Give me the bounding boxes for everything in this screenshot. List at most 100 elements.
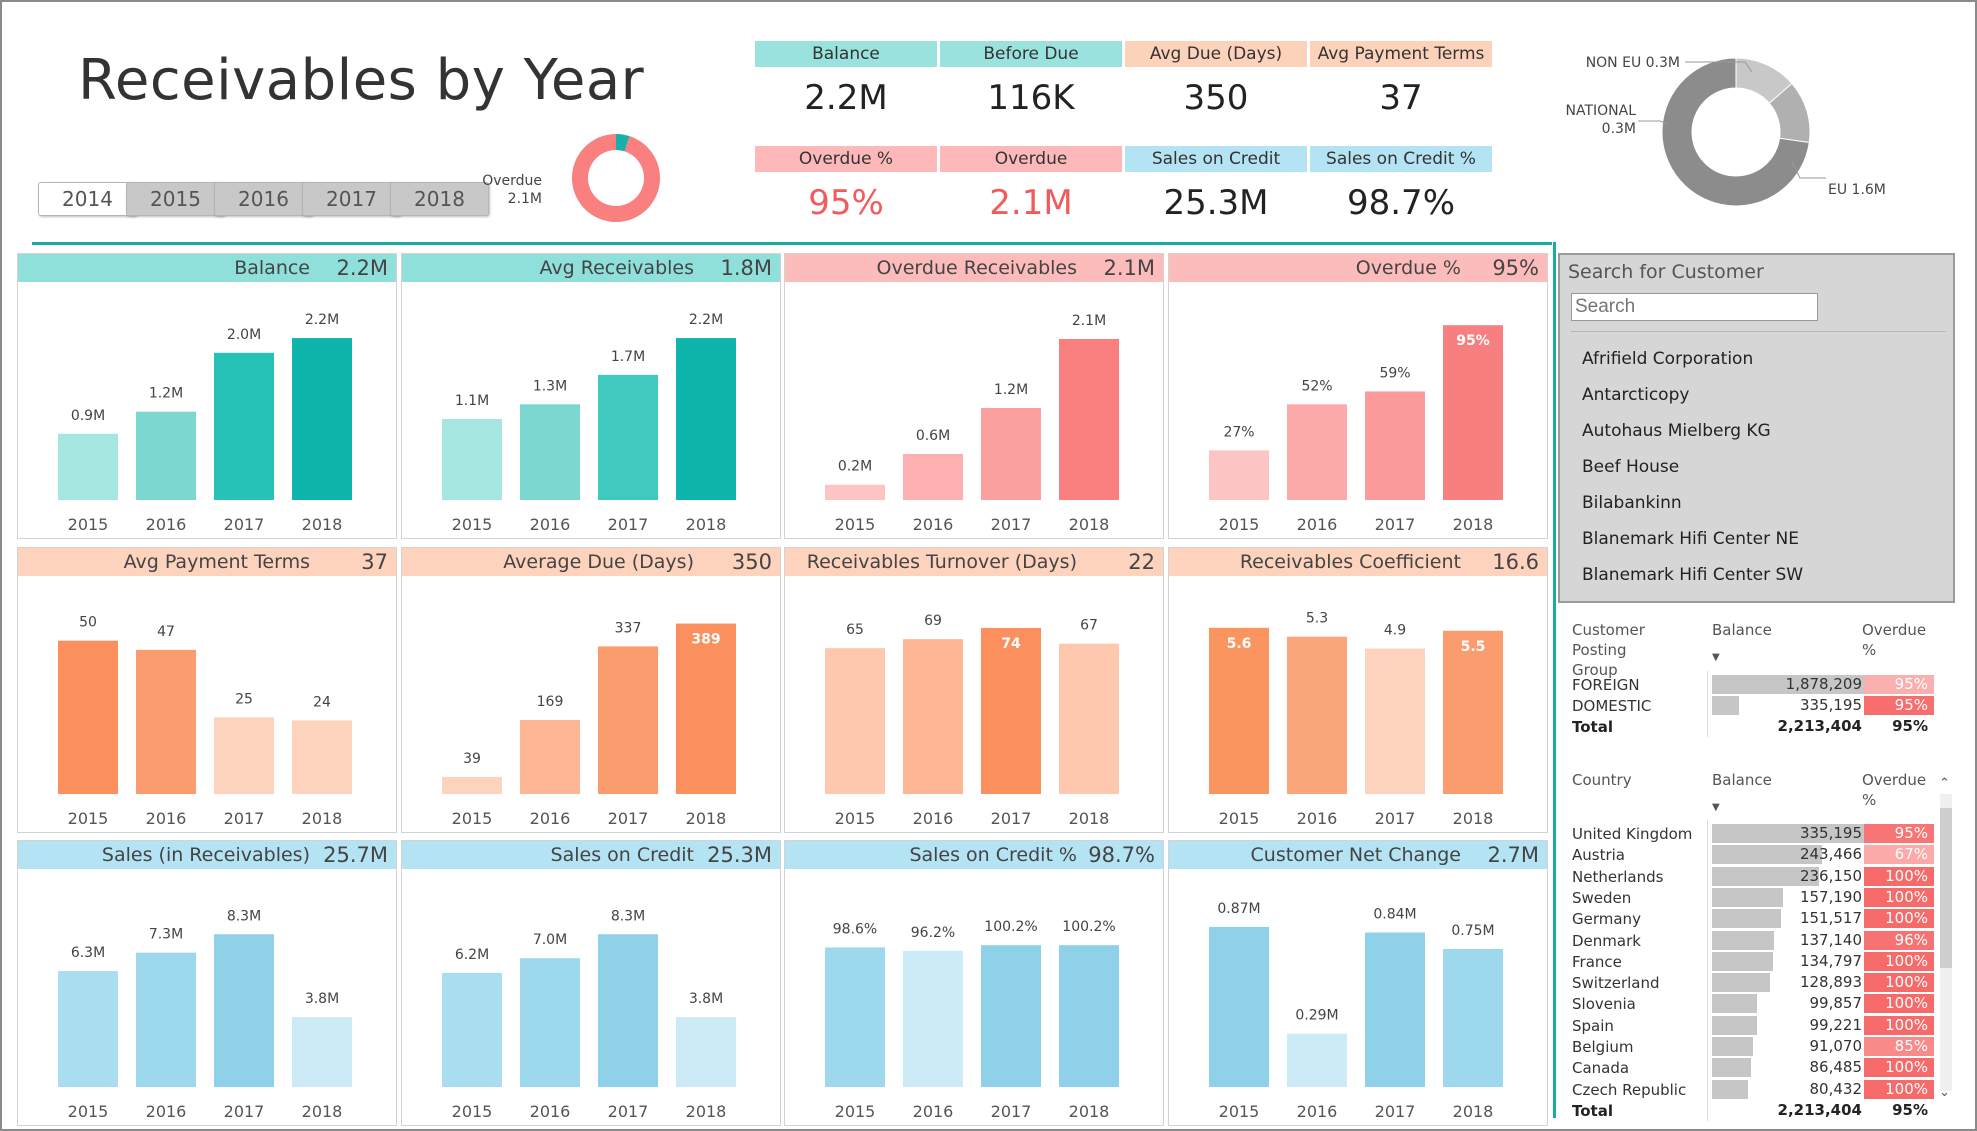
posting_table-header-name[interactable]: Customer Posting Group [1572,621,1645,679]
year-button-2018[interactable]: 2018 [390,182,489,216]
kpi-label-0: Balance [755,41,937,67]
data-label-2018: 5.5 [1461,639,1486,655]
chart-tile-header: Avg Receivables 1.8M [402,254,780,282]
country_table-row-name[interactable]: Denmark [1572,931,1641,950]
posting_table-total-overdue: 95% [1892,717,1928,735]
customer-list-item[interactable]: Autohaus Mielberg KG [1582,421,1771,441]
posting_table-row-name[interactable]: DOMESTIC [1572,697,1652,715]
x-tick-2015: 2015 [1219,1102,1260,1121]
customer-list-item[interactable]: Beef House [1582,457,1680,477]
country_table-row-name[interactable]: Netherlands [1572,867,1664,886]
chart-total: 25.3M [707,843,772,867]
year-button-2014[interactable]: 2014 [38,182,137,216]
chart-tile-8[interactable]: Sales (in Receivables) 25.7M 6.3M 2015 7.3M 2… [17,840,397,1126]
chart-tile-10[interactable]: Sales on Credit % 98.7% 98.6% 2015 96.2% 2016… [784,840,1164,1126]
country_table-header-balance[interactable]: Balance [1712,771,1772,789]
customer-list-item[interactable]: Blanemark Hifi Center SW [1582,565,1804,585]
country_table-total-balance: 2,213,404 [1777,1100,1862,1119]
country_table-row-name[interactable]: Czech Republic [1572,1080,1687,1099]
kpi-value-4: 95% [808,183,884,223]
customer-list-item[interactable]: Bilabankinn [1582,493,1682,513]
chart-tile-header: Sales on Credit 25.3M [402,841,780,869]
country_table-row-name[interactable]: Belgium [1572,1038,1634,1056]
country_table-row-name[interactable]: Sweden [1572,888,1632,907]
customer-list-item[interactable]: Blanemark Hifi Center NE [1582,529,1799,549]
country_table-row-name[interactable]: Spain [1572,1016,1614,1035]
country_table-sort-caret-icon[interactable]: ▼ [1712,802,1720,813]
country_table-row-name[interactable]: Canada [1572,1059,1630,1078]
chart-tile-2[interactable]: Overdue Receivables 2.1M 0.2M 2015 0.6M 2016 1… [784,253,1164,539]
customer-list-item[interactable]: Afrifield Corporation [1582,349,1754,369]
posting_table-row-name[interactable]: FOREIGN [1572,676,1640,694]
x-tick-2017: 2017 [608,809,649,828]
country_table-row-name[interactable]: Switzerland [1572,974,1660,993]
posting_table-header-balance[interactable]: Balance [1712,621,1772,639]
country_table-overdue-value: 100% [1864,887,1934,907]
country_table-row-name[interactable]: Slovenia [1572,995,1636,1014]
country_table-row-name[interactable]: United Kingdom [1572,825,1693,843]
chart-tile-0[interactable]: Balance 2.2M 0.9M 2015 1.2M 2016 2.0M 2017 2.2M 2… [17,253,397,539]
bar-2015 [1209,926,1269,1087]
overdue-donut-chart[interactable] [570,132,662,224]
data-label-2015: 50 [79,615,97,631]
chart-tile-4[interactable]: Avg Payment Terms 37 50 2015 47 2016 25 2017 24 2… [17,547,397,833]
bar-chart-2: 0.2M 2015 0.6M 2016 1.2M 2017 2.1M 2018 [825,313,1119,534]
search-input[interactable] [1571,293,1818,321]
chart-tile-7[interactable]: Receivables Coefficient 16.6 5.6 2015 5.3 201… [1168,547,1548,833]
chart-title: Overdue % [1355,257,1461,279]
chart-tile-11[interactable]: Customer Net Change 2.7M 0.87M 2015 0.29M 201… [1168,840,1548,1126]
data-label-2016: 5.3 [1306,611,1328,627]
bar-2015 [1209,450,1269,500]
chart-title: Overdue Receivables [876,257,1077,279]
x-tick-2015: 2015 [68,515,109,534]
donut-label-non-eu-value: 0.3M [1645,55,1680,71]
bar-2016 [903,950,963,1087]
kpi-label-1: Before Due [940,41,1122,67]
country_table-overdue-value: 100% [1864,951,1934,971]
chart-tile-1[interactable]: Avg Receivables 1.8M 1.1M 2015 1.3M 2016 1.7M 2… [401,253,781,539]
chart-tile-3[interactable]: Overdue % 95% 27% 2015 52% 2016 59% 2017 95% 2018 [1168,253,1548,539]
chart-tile-header: Customer Net Change 2.7M [1169,841,1547,869]
leader-line-non-eu [1685,61,1753,73]
bar-2017 [214,352,274,500]
country_table-header-name[interactable]: Country [1572,771,1632,789]
bar-2016 [520,404,580,500]
country_table-row-name[interactable]: Germany [1572,910,1641,929]
x-tick-2017: 2017 [991,809,1032,828]
data-label-2015: 39 [463,751,481,767]
bar-2017 [1365,932,1425,1087]
bar-2015 [1209,627,1269,794]
chart-total: 2.1M [1103,256,1155,280]
country_table-row-name[interactable]: Austria [1572,846,1625,865]
chart-tile-5[interactable]: Average Due (Days) 350 39 2015 169 2016 337 201… [401,547,781,833]
x-tick-2016: 2016 [1297,1102,1338,1121]
x-tick-2018: 2018 [686,515,727,534]
year-button-2015[interactable]: 2015 [126,182,225,216]
x-tick-2015: 2015 [835,1102,876,1121]
x-tick-2017: 2017 [608,515,649,534]
bar-2016 [136,649,196,794]
scroll-down-icon[interactable]: ⌄ [1939,1084,1950,1100]
chart-tile-6[interactable]: Receivables Turnover (Days) 22 65 2015 69 201… [784,547,1164,833]
country_table-header-overdue[interactable]: Overdue % [1862,771,1927,809]
posting_table-header-overdue[interactable]: Overdue % [1862,621,1927,659]
x-tick-2015: 2015 [452,809,493,828]
region-donut-leader-eu [1791,161,1826,179]
x-tick-2017: 2017 [224,515,265,534]
country-table-scroll-thumb[interactable] [1940,808,1952,968]
country_table-balance-bar [1712,951,1773,971]
posting_table-sort-caret-icon[interactable]: ▼ [1712,652,1720,663]
year-button-2016[interactable]: 2016 [214,182,313,216]
year-button-2017[interactable]: 2017 [302,182,401,216]
x-tick-2015: 2015 [452,515,493,534]
country_table-overdue-value: 100% [1864,909,1934,929]
bar-2015 [58,640,118,794]
scroll-up-icon[interactable]: ⌃ [1939,776,1950,791]
country_table-balance-bar [1712,973,1770,993]
bar-2015 [58,971,118,1087]
chart-total: 2.7M [1487,843,1539,867]
bar-2015 [825,484,885,500]
country_table-row-name[interactable]: France [1572,952,1622,971]
customer-list-item[interactable]: Antarcticopy [1582,385,1690,405]
chart-tile-9[interactable]: Sales on Credit 25.3M 6.2M 2015 7.0M 2016 8.3M… [401,840,781,1126]
